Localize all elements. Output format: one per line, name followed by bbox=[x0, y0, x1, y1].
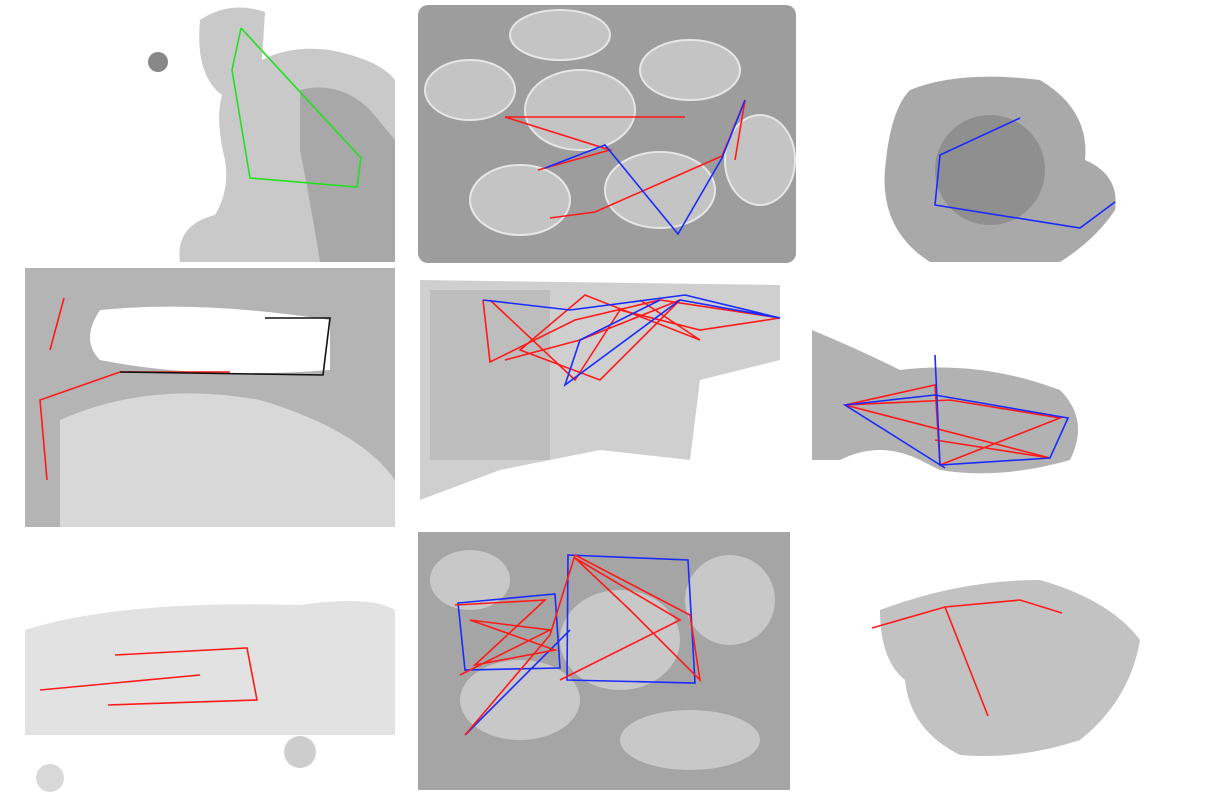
trajectory bbox=[842, 354, 1070, 469]
depth-region bbox=[935, 115, 1045, 225]
panel-5 bbox=[418, 268, 798, 527]
trajectory bbox=[566, 554, 696, 684]
hole bbox=[90, 306, 330, 374]
depth-region bbox=[300, 87, 395, 262]
trajectory bbox=[39, 371, 230, 481]
depth-region bbox=[880, 580, 1140, 756]
trajectory bbox=[464, 629, 571, 736]
trajectory bbox=[944, 606, 989, 717]
trajectory bbox=[464, 553, 702, 736]
trajectory bbox=[457, 593, 561, 671]
trajectory bbox=[871, 599, 1063, 629]
panel-4 bbox=[25, 268, 395, 527]
depth-region bbox=[430, 290, 550, 460]
trajectory bbox=[39, 674, 201, 691]
panel-3 bbox=[884, 76, 1116, 263]
panel-9 bbox=[871, 580, 1140, 756]
blob bbox=[36, 764, 64, 792]
trajectory bbox=[119, 317, 331, 376]
trajectory bbox=[934, 117, 1116, 229]
trajectory bbox=[482, 294, 781, 388]
trajectory bbox=[454, 599, 559, 676]
trajectory bbox=[49, 297, 65, 351]
trajectory bbox=[544, 99, 746, 236]
panel-8 bbox=[418, 532, 790, 790]
panel-1 bbox=[148, 7, 395, 262]
depth-region bbox=[60, 393, 395, 527]
panel-7 bbox=[25, 601, 395, 792]
blob bbox=[148, 52, 168, 72]
panel-6 bbox=[812, 330, 1078, 474]
depth-region bbox=[25, 601, 395, 735]
blob bbox=[284, 736, 316, 768]
trajectory bbox=[504, 294, 701, 381]
trajectory bbox=[107, 647, 258, 706]
trajectory bbox=[231, 27, 362, 188]
panel-2 bbox=[418, 5, 796, 263]
trajectory bbox=[844, 384, 1064, 467]
leaves bbox=[424, 9, 796, 236]
